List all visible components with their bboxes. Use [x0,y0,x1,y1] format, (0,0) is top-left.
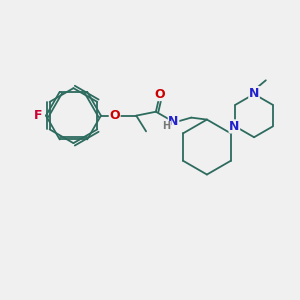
Text: N: N [229,120,239,133]
Text: O: O [110,109,120,122]
Text: N: N [168,115,179,128]
Text: O: O [154,88,165,100]
Text: F: F [34,109,42,122]
Text: H: H [163,122,171,131]
Text: N: N [249,87,259,100]
